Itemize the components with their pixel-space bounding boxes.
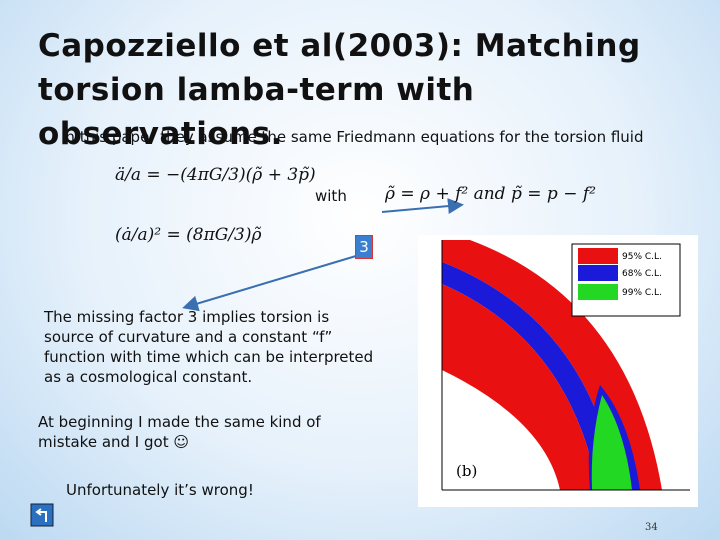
legend-label: 95% C.L.	[622, 252, 662, 262]
arrow	[182, 255, 357, 312]
equation: ρ̃ = ρ + f² and p̃ = p − f²	[385, 184, 596, 204]
panel-label: (b)	[456, 462, 477, 480]
factor-box: 3	[355, 235, 373, 259]
arrow	[381, 198, 464, 215]
explanation: The missing factor 3 implies torsion is …	[44, 308, 374, 386]
legend-label: 99% C.L.	[622, 288, 662, 298]
equation: ä/a = −(4πG/3)(ρ̃ + 3p̃)	[115, 165, 316, 185]
legend-label: 68% C.L.	[622, 269, 662, 279]
page-number: 34	[645, 522, 658, 533]
equation: (ȧ/a)² = (8πG/3)ρ̃	[115, 225, 262, 245]
intro: In this paper they assume the same Fried…	[61, 128, 644, 146]
with: with	[315, 187, 347, 205]
figure: 95% C.L. 68% C.L. 99% C.L. (b)	[418, 235, 698, 507]
conclusion: Unfortunately it’s wrong!	[66, 481, 254, 499]
back-button[interactable]	[30, 503, 54, 527]
beginning: At beginning I made the same kind of mis…	[38, 413, 321, 451]
title: Capozziello et al(2003): Matching torsio…	[38, 28, 641, 152]
